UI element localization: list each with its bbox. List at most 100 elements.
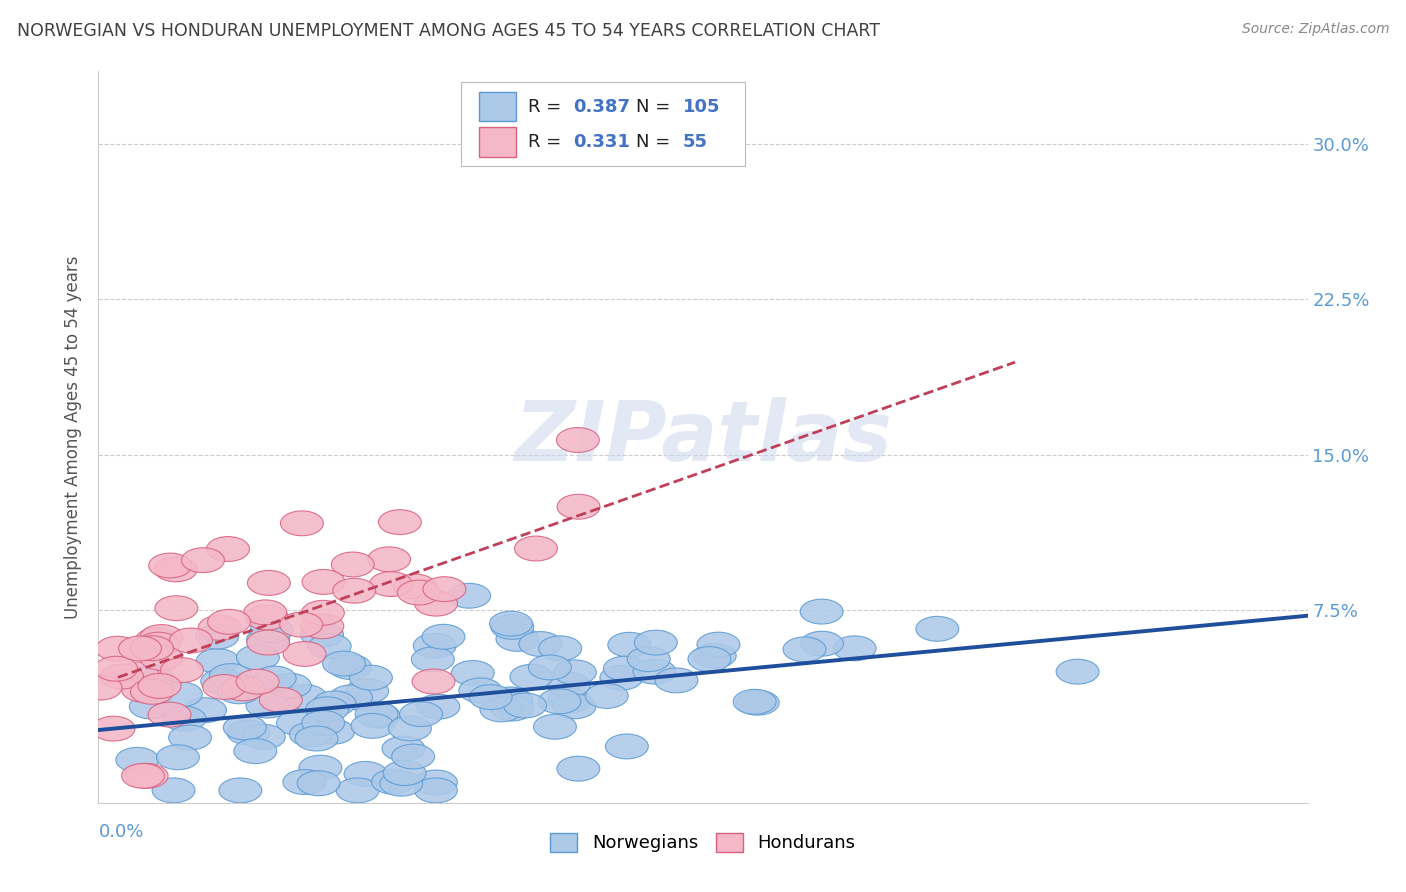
Ellipse shape bbox=[458, 678, 502, 703]
Ellipse shape bbox=[415, 770, 457, 795]
Ellipse shape bbox=[148, 702, 191, 727]
Ellipse shape bbox=[181, 548, 225, 573]
Ellipse shape bbox=[382, 736, 425, 761]
Ellipse shape bbox=[333, 578, 375, 603]
Ellipse shape bbox=[259, 688, 302, 713]
Ellipse shape bbox=[350, 665, 392, 690]
Ellipse shape bbox=[131, 636, 173, 661]
FancyBboxPatch shape bbox=[461, 82, 745, 167]
Text: R =: R = bbox=[527, 98, 567, 116]
Ellipse shape bbox=[633, 659, 676, 684]
Bar bbox=[479, 92, 516, 121]
Ellipse shape bbox=[412, 669, 456, 694]
Ellipse shape bbox=[606, 734, 648, 759]
Ellipse shape bbox=[156, 745, 200, 770]
Ellipse shape bbox=[346, 679, 388, 704]
Text: Source: ZipAtlas.com: Source: ZipAtlas.com bbox=[1241, 22, 1389, 37]
Ellipse shape bbox=[117, 662, 159, 687]
Text: 105: 105 bbox=[682, 98, 720, 116]
Ellipse shape bbox=[218, 679, 260, 704]
Y-axis label: Unemployment Among Ages 45 to 54 years: Unemployment Among Ages 45 to 54 years bbox=[63, 255, 82, 619]
Ellipse shape bbox=[155, 557, 197, 582]
Text: R =: R = bbox=[527, 133, 567, 151]
Ellipse shape bbox=[515, 536, 557, 561]
Ellipse shape bbox=[491, 615, 534, 640]
Ellipse shape bbox=[283, 770, 326, 795]
Ellipse shape bbox=[246, 693, 288, 718]
Ellipse shape bbox=[208, 609, 250, 634]
Ellipse shape bbox=[370, 572, 412, 597]
Text: 0.331: 0.331 bbox=[574, 133, 630, 151]
Ellipse shape bbox=[415, 591, 457, 616]
Ellipse shape bbox=[141, 624, 183, 649]
Ellipse shape bbox=[247, 571, 291, 595]
Ellipse shape bbox=[209, 664, 252, 689]
Ellipse shape bbox=[246, 627, 290, 652]
Ellipse shape bbox=[585, 683, 628, 708]
Ellipse shape bbox=[447, 583, 491, 608]
Ellipse shape bbox=[301, 614, 344, 639]
Ellipse shape bbox=[538, 636, 582, 661]
Ellipse shape bbox=[510, 665, 553, 690]
Ellipse shape bbox=[170, 628, 212, 653]
Ellipse shape bbox=[418, 694, 460, 719]
Ellipse shape bbox=[367, 547, 411, 572]
Ellipse shape bbox=[207, 537, 249, 561]
Ellipse shape bbox=[423, 577, 465, 601]
Ellipse shape bbox=[236, 645, 280, 670]
Ellipse shape bbox=[312, 719, 354, 744]
Ellipse shape bbox=[557, 427, 599, 452]
Ellipse shape bbox=[115, 747, 159, 772]
Ellipse shape bbox=[451, 661, 495, 685]
Ellipse shape bbox=[322, 651, 366, 676]
Ellipse shape bbox=[283, 641, 326, 666]
Ellipse shape bbox=[159, 681, 202, 706]
Ellipse shape bbox=[600, 665, 643, 690]
Ellipse shape bbox=[129, 694, 172, 719]
Ellipse shape bbox=[125, 764, 169, 789]
Ellipse shape bbox=[269, 673, 311, 698]
Ellipse shape bbox=[503, 693, 547, 718]
Ellipse shape bbox=[800, 632, 844, 657]
Ellipse shape bbox=[834, 636, 876, 661]
Ellipse shape bbox=[96, 636, 139, 661]
Legend: Norwegians, Hondurans: Norwegians, Hondurans bbox=[543, 826, 863, 860]
Ellipse shape bbox=[118, 636, 162, 661]
Ellipse shape bbox=[733, 690, 776, 714]
Ellipse shape bbox=[356, 702, 398, 727]
Ellipse shape bbox=[302, 569, 344, 594]
Ellipse shape bbox=[280, 511, 323, 536]
Ellipse shape bbox=[392, 744, 434, 769]
Ellipse shape bbox=[79, 675, 122, 700]
Ellipse shape bbox=[415, 778, 457, 803]
Ellipse shape bbox=[693, 643, 737, 668]
Ellipse shape bbox=[121, 764, 165, 789]
Ellipse shape bbox=[496, 626, 538, 651]
Ellipse shape bbox=[243, 600, 287, 624]
Ellipse shape bbox=[139, 646, 183, 670]
Ellipse shape bbox=[246, 630, 290, 655]
Ellipse shape bbox=[219, 778, 262, 803]
Text: N =: N = bbox=[637, 98, 676, 116]
Ellipse shape bbox=[413, 633, 456, 658]
Ellipse shape bbox=[91, 716, 135, 741]
Ellipse shape bbox=[149, 553, 191, 578]
Ellipse shape bbox=[163, 706, 205, 731]
Ellipse shape bbox=[290, 722, 332, 747]
Ellipse shape bbox=[634, 630, 678, 655]
Ellipse shape bbox=[491, 696, 534, 721]
Ellipse shape bbox=[329, 655, 371, 680]
Ellipse shape bbox=[233, 739, 277, 764]
Ellipse shape bbox=[122, 677, 165, 702]
Ellipse shape bbox=[489, 687, 531, 712]
Text: ZIPatlas: ZIPatlas bbox=[515, 397, 891, 477]
Ellipse shape bbox=[201, 669, 243, 694]
Ellipse shape bbox=[246, 605, 288, 630]
Ellipse shape bbox=[280, 612, 322, 637]
Ellipse shape bbox=[209, 672, 252, 697]
Ellipse shape bbox=[398, 580, 440, 605]
Ellipse shape bbox=[305, 697, 349, 722]
Ellipse shape bbox=[198, 615, 240, 640]
Ellipse shape bbox=[136, 632, 180, 657]
Ellipse shape bbox=[554, 660, 596, 685]
